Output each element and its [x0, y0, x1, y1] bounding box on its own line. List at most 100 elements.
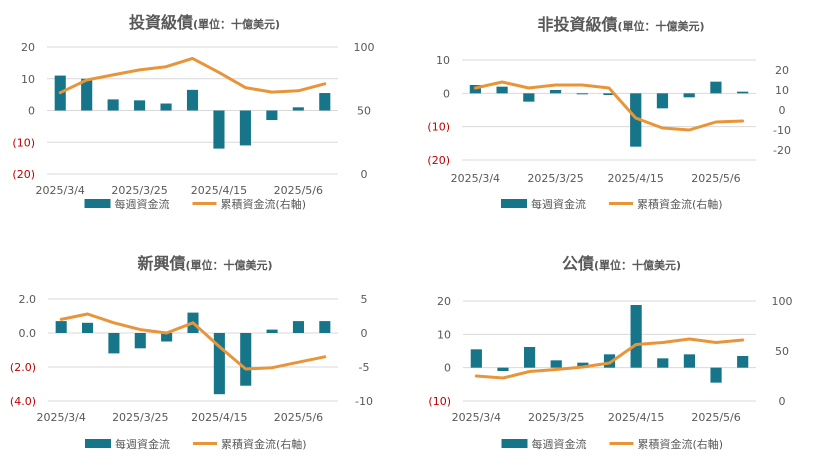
y-tick-label: 0: [443, 87, 450, 100]
legend-bar-label: 每週資金流: [531, 197, 586, 211]
y2-tick-label: 100: [354, 41, 375, 54]
x-tick-label: 2025/5/6: [691, 411, 740, 424]
bar: [266, 329, 278, 333]
bar: [549, 90, 562, 94]
bar: [656, 93, 669, 109]
y-tick-label: 20: [21, 41, 35, 54]
bar: [292, 107, 304, 111]
x-tick-label: 2025/4/15: [191, 411, 247, 424]
legend-line-label: 累積資金流(右軸): [221, 197, 307, 211]
legend-line-label: 累積資金流(右軸): [221, 437, 307, 451]
bar: [470, 349, 482, 368]
legend-bar-swatch: [84, 199, 111, 208]
x-tick-label: 2025/5/6: [274, 184, 323, 197]
cumulative-line: [474, 337, 745, 380]
y-tick-label: 10: [21, 73, 35, 86]
x-tick-label: 2025/4/15: [191, 184, 247, 197]
bar: [292, 321, 304, 333]
y2-tick-label: 0: [361, 168, 368, 181]
bar: [603, 354, 616, 368]
y-tick-label: (20): [12, 168, 35, 181]
y-tick-label: (4.0): [10, 395, 36, 408]
chart-title: 非投資級債(單位：十億美元): [537, 15, 704, 34]
legend-line-label: 累積資金流(右軸): [637, 197, 723, 211]
cumulative-line: [59, 312, 327, 371]
y-tick-label: (10): [427, 121, 450, 134]
bar: [319, 93, 331, 111]
bar: [108, 333, 120, 354]
x-tick-label: 2025/5/6: [274, 411, 323, 424]
cumulative-line: [58, 56, 327, 95]
bar: [683, 354, 696, 368]
bar: [577, 362, 589, 368]
bar: [737, 356, 749, 368]
x-tick-label: 2025/3/4: [451, 172, 500, 185]
bar: [107, 99, 119, 111]
y-tick-label: 2.0: [19, 293, 37, 306]
y2-tick-label: 20: [775, 64, 789, 77]
chart-title: 投資級債(單位：十億美元): [129, 13, 280, 32]
legend-bar-label: 每週資金流: [115, 437, 170, 451]
legend-line-label: 累積資金流(右軸): [638, 437, 724, 451]
chart-title-main: 非投資級債: [537, 15, 617, 34]
bar: [523, 93, 535, 102]
bar: [186, 89, 199, 111]
y2-tick-label: -10: [773, 124, 791, 137]
x-tick-label: 2025/3/25: [112, 411, 168, 424]
bar: [497, 367, 509, 371]
bar: [710, 81, 722, 94]
y-tick-label: (2.0): [10, 361, 36, 374]
legend-bar-swatch: [501, 439, 528, 448]
x-tick-label: 2025/4/15: [608, 411, 664, 424]
bar: [683, 93, 695, 98]
y-tick-label: (10): [12, 136, 35, 149]
bar: [266, 110, 278, 121]
bar: [603, 93, 615, 95]
x-tick-label: 2025/4/15: [608, 172, 664, 185]
bar: [161, 333, 173, 342]
emerging-market-chart: 新興債(單位：十億美元) 2.0 0.0 (2.0) (4.0) 5 0 -5 -10 2025/…: [10, 254, 373, 451]
investment-grade-chart: 投資級債(單位：十億美元)20100(10)(20)1005002025/3/4…: [12, 13, 375, 211]
bar: [657, 358, 669, 368]
bar: [239, 110, 251, 146]
x-tick-label: 2025/3/25: [528, 411, 584, 424]
y-tick-label: 20: [437, 295, 451, 308]
y2-tick-label: -5: [359, 361, 370, 374]
chart-title-unit: (單位：十億美元): [594, 258, 681, 272]
y2-tick-label: 0: [779, 104, 786, 117]
y2-tick-label: 0: [779, 395, 786, 408]
high-yield-chart: 非投資級債(單位：十億美元) 10 0 (10) (20) 20 10 0 -10 -20 2025…: [427, 15, 791, 211]
y-tick-label: 10: [436, 54, 450, 67]
y2-tick-label: 50: [775, 345, 789, 358]
bar: [240, 333, 252, 386]
bar: [213, 333, 225, 395]
x-tick-label: 2025/3/25: [111, 184, 167, 197]
y2-tick-label: 5: [361, 293, 368, 306]
y2-tick-label: 50: [357, 105, 371, 118]
bar: [213, 110, 225, 149]
chart-title-main: 公債: [562, 254, 594, 273]
x-tick-label: 2025/3/4: [36, 411, 85, 424]
chart-title: 公債(單位：十億美元): [562, 254, 681, 273]
bar: [55, 321, 67, 333]
y2-tick-label: 10: [775, 84, 789, 97]
bar: [81, 78, 93, 111]
y2-tick-label: -20: [773, 144, 791, 157]
bar: [319, 321, 331, 333]
legend-bar-label: 每週資金流: [115, 197, 170, 211]
bar: [576, 93, 588, 95]
legend-bar-swatch: [85, 439, 111, 448]
x-tick-label: 2025/5/6: [691, 172, 740, 185]
bar: [523, 347, 536, 368]
bar: [630, 305, 642, 368]
bar: [710, 367, 722, 383]
chart-title-unit: (單位：十億美元): [617, 19, 704, 33]
y-tick-label: 0: [444, 362, 451, 375]
bar: [737, 91, 749, 94]
y-tick-label: 0: [28, 105, 35, 118]
y-tick-label: 10: [437, 328, 451, 341]
y-tick-label: (20): [427, 154, 450, 167]
x-tick-label: 2025/3/25: [527, 172, 583, 185]
